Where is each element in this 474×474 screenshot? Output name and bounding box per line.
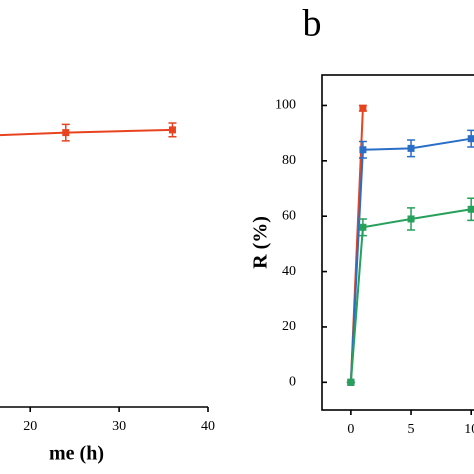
plot-frame <box>321 74 474 411</box>
y-axis-label: R (%) <box>250 216 272 269</box>
x-tick-label: 5 <box>408 422 415 437</box>
data-point <box>62 129 70 137</box>
x-tick-label: 20 <box>23 419 37 434</box>
y-tick-label: 40 <box>282 264 296 279</box>
x-tick-label: 40 <box>201 419 215 434</box>
data-point <box>407 215 415 223</box>
panel-label: b <box>303 3 322 45</box>
y-tick-label: 100 <box>275 98 296 113</box>
series-line <box>349 137 472 383</box>
y-tick-label: 0 <box>289 375 296 390</box>
x-axis-label: me (h) <box>49 443 104 465</box>
x-tick-label: 0 <box>347 422 354 437</box>
y-tick-label: 60 <box>282 208 296 223</box>
series-line <box>349 208 472 383</box>
x-tick-label: 10 <box>464 422 474 437</box>
data-point <box>347 378 355 386</box>
y-tick-label: 80 <box>282 153 296 168</box>
series-line <box>0 128 173 137</box>
x-tick-label: 30 <box>112 419 126 434</box>
data-point <box>359 223 367 231</box>
data-point <box>359 146 367 154</box>
y-tick-label: 20 <box>282 319 296 334</box>
data-point <box>407 144 415 152</box>
data-point <box>168 126 176 134</box>
data-point <box>467 135 474 143</box>
data-point <box>359 104 367 112</box>
data-point <box>467 205 474 213</box>
